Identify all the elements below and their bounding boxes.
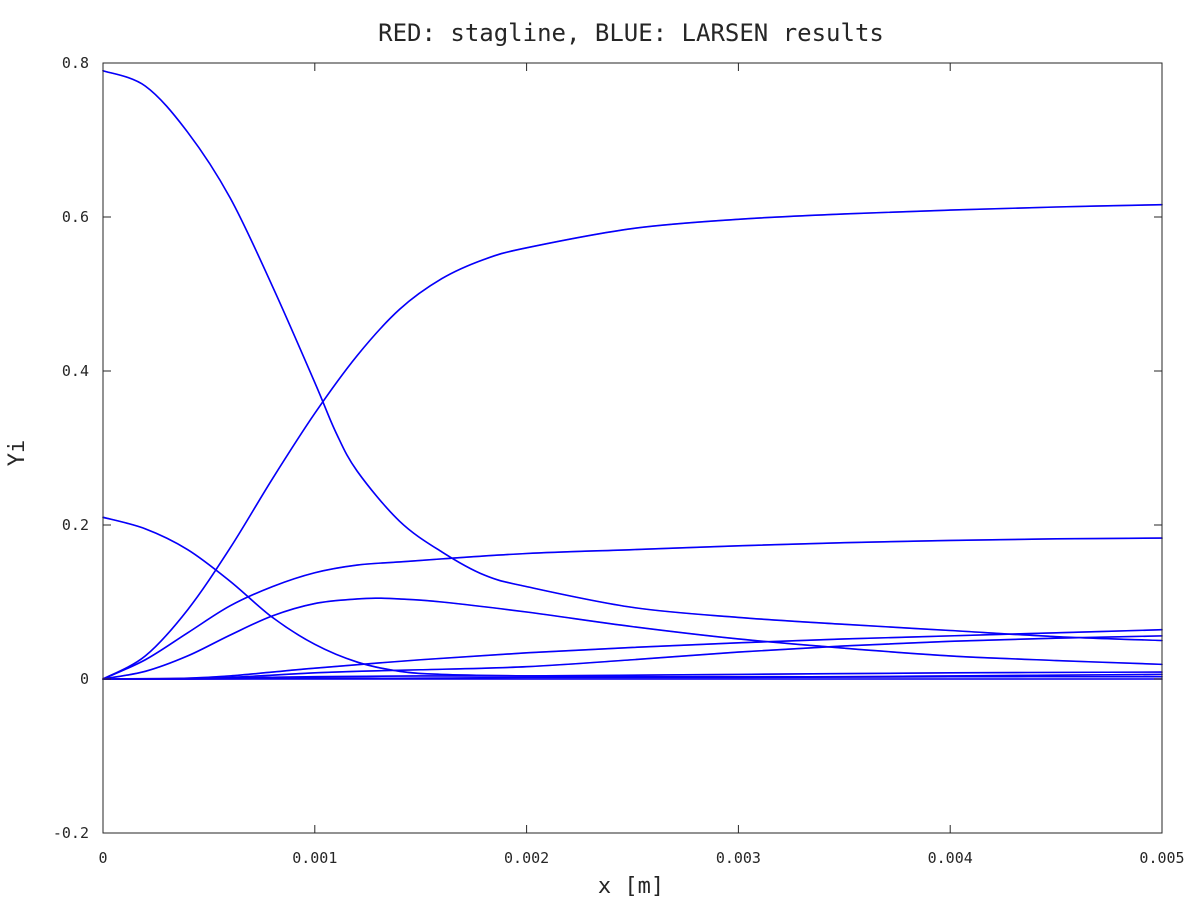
plot-frame	[102, 62, 1163, 834]
y-tick-label: 0.2	[62, 516, 89, 534]
y-tick-label: 0.4	[62, 362, 89, 380]
x-tick-label: 0.003	[716, 849, 761, 867]
x-tick-label: 0	[98, 849, 107, 867]
x-tick-label: 0.001	[292, 849, 337, 867]
y-axis-label: Yi	[5, 440, 30, 467]
series-layer	[102, 69, 1163, 680]
series-line-4	[102, 537, 1163, 680]
y-tick-label: 0	[80, 670, 89, 688]
series-line-5	[102, 597, 1163, 680]
x-tick-label: 0.005	[1139, 849, 1184, 867]
x-axis: 0 0.001 0.002 0.003 0.004 0.005	[98, 63, 1185, 867]
series-line-7	[102, 635, 1163, 680]
x-tick-label: 0.002	[504, 849, 549, 867]
y-tick-label: 0.6	[62, 208, 89, 226]
y-axis: -0.2 0 0.2 0.4 0.6 0.8	[53, 54, 1162, 842]
series-line-1	[102, 69, 1163, 642]
series-line-6	[102, 628, 1163, 680]
x-tick-label: 0.004	[928, 849, 973, 867]
x-axis-label: x [m]	[598, 874, 664, 899]
y-tick-label: -0.2	[53, 824, 89, 842]
series-line-2	[102, 203, 1163, 680]
y-tick-label: 0.8	[62, 54, 89, 72]
series-line-8	[102, 671, 1163, 680]
chart-title: RED: stagline, BLUE: LARSEN results	[378, 19, 884, 47]
